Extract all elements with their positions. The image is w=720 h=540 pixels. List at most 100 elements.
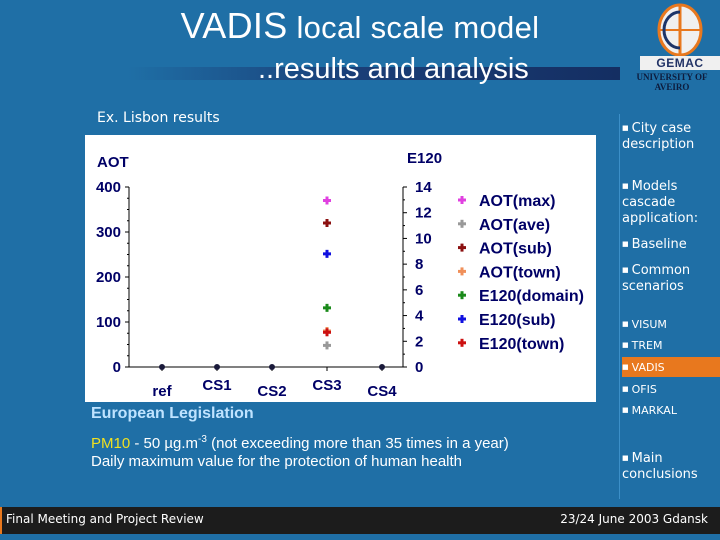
nav-item-ofis[interactable]: ■ OFIS xyxy=(622,382,720,397)
bullet-icon: ■ xyxy=(622,182,629,190)
legend-label-e120-town: E120(town) xyxy=(479,336,564,353)
right-tick-label: 14 xyxy=(415,179,432,196)
legend-item-e120-domain: E120(domain) xyxy=(458,288,584,305)
right-tick-label: 6 xyxy=(415,282,423,299)
legend-label-aot-max: AOT(max) xyxy=(479,193,555,210)
pm10-line2: Daily maximum value for the protection o… xyxy=(91,453,463,470)
nav-item-label: Baseline xyxy=(631,237,687,252)
x-tick-label-cs1: CS1 xyxy=(202,377,231,394)
bullet-icon: ■ xyxy=(622,341,629,349)
pm10-line: PM10 - 50 µg.m-3 (not exceeding more tha… xyxy=(91,435,611,453)
x-tick-label-cs4: CS4 xyxy=(367,383,397,400)
example-label: Ex. Lisbon results xyxy=(97,110,220,126)
logo-wordmark: GEMAC xyxy=(640,56,720,70)
point-aot-ave-cs3-v xyxy=(325,341,329,350)
nav-item-label: VISUM xyxy=(631,318,667,331)
right-tick-label: 2 xyxy=(415,333,423,350)
point-aot-max-cs3-v xyxy=(325,196,329,205)
legend-marker-v-aot-sub xyxy=(460,243,464,252)
left-tick-label: 300 xyxy=(96,224,121,241)
bullet-icon: ■ xyxy=(622,240,629,248)
legend-marker-v-aot-town xyxy=(460,267,464,276)
left-tick-label: 100 xyxy=(96,314,121,331)
legend-marker-v-aot-max xyxy=(460,196,464,204)
slide-title-lead: VADIS xyxy=(180,5,288,46)
footer-left-text: Final Meeting and Project Review xyxy=(6,512,204,526)
bullet-icon: ■ xyxy=(622,454,629,462)
legend-item-aot-town: AOT(town) xyxy=(458,264,561,281)
pm10-value: - 50 µg.m xyxy=(130,435,199,452)
legend-label-e120-sub: E120(sub) xyxy=(479,312,555,329)
right-tick-label: 8 xyxy=(415,256,423,273)
nav-item-label: OFIS xyxy=(631,383,657,396)
slide-title-rest: local scale model xyxy=(287,10,540,45)
slide-title: VADIS local scale model xyxy=(0,8,720,46)
legend-item-e120-town: E120(town) xyxy=(458,336,564,353)
left-tick-label: 200 xyxy=(96,269,121,286)
left-tick-label: 0 xyxy=(113,359,121,376)
gemac-logo-icon xyxy=(657,3,703,57)
baseline-point-cs1 xyxy=(214,364,220,370)
baseline-point-cs4 xyxy=(379,364,385,370)
point-aot-sub-cs3-v xyxy=(325,219,329,227)
bullet-icon: ■ xyxy=(622,124,629,132)
nav-item-markal[interactable]: ■ MARKAL xyxy=(622,403,720,418)
legend-label-aot-sub: AOT(sub) xyxy=(479,241,552,258)
legend-item-aot-ave: AOT(ave) xyxy=(458,217,550,234)
nav-item-label: City case description xyxy=(622,121,695,152)
logo-university: UNIVERSITY OF AVEIRO xyxy=(636,72,708,92)
pm10-description: PM10 - 50 µg.m-3 (not exceeding more tha… xyxy=(91,435,611,471)
baseline-point-cs2 xyxy=(269,364,275,370)
bullet-icon: ■ xyxy=(622,406,629,414)
legend-marker-v-e120-sub xyxy=(460,315,464,323)
nav-item-label: Models cascade application: xyxy=(622,179,699,226)
x-tick-label-ref: ref xyxy=(152,383,172,400)
slide-subtitle: ..results and analysis xyxy=(258,53,529,85)
legend-item-e120-sub: E120(sub) xyxy=(458,312,555,329)
chart-svg: AOT E120 0 100 200 300 400 0 2 4 6 8 10 12 14 ref CS1 CS2… xyxy=(96,150,584,400)
point-e120-sub-cs3 xyxy=(323,249,331,258)
legend-item-aot-sub: AOT(sub) xyxy=(458,241,552,258)
legend-label-aot-town: AOT(town) xyxy=(479,264,561,281)
point-e120-domain-cs3-v xyxy=(325,303,329,312)
nav-item-vadis[interactable]: ■ VADIS xyxy=(622,357,720,377)
nav-item-city-case[interactable]: ■ City case description xyxy=(622,120,720,153)
point-e120-domain-cs3 xyxy=(323,303,331,312)
point-aot-max-cs3 xyxy=(323,196,331,205)
point-aot-sub-cs3 xyxy=(323,219,331,227)
pm10-label: PM10 xyxy=(91,435,131,452)
footer-bar xyxy=(0,507,720,534)
nav-item-visum[interactable]: ■ VISUM xyxy=(622,317,720,332)
legend-marker-v-e120-domain xyxy=(460,291,464,300)
bullet-icon: ■ xyxy=(622,266,629,274)
point-aot-ave-cs3 xyxy=(323,341,331,350)
nav-item-common-scenarios[interactable]: ■ Common scenarios xyxy=(622,262,720,295)
baseline-point-ref xyxy=(159,364,165,370)
left-tick-label: 400 xyxy=(96,179,121,196)
legend-item-aot-max: AOT(max) xyxy=(458,193,555,210)
legend-marker-v-e120-town xyxy=(460,338,464,347)
nav-item-baseline[interactable]: ■ Baseline xyxy=(622,236,720,253)
gemac-logo: GEMAC UNIVERSITY OF AVEIRO xyxy=(637,2,720,92)
nav-item-main-conclusions[interactable]: ■ Main conclusions xyxy=(622,450,720,483)
point-e120-town-cs3-v xyxy=(325,328,329,337)
nav-item-label: MARKAL xyxy=(631,404,677,417)
bullet-icon: ■ xyxy=(622,363,629,371)
footer-right-text: 23/24 June 2003 Gdansk xyxy=(560,512,708,526)
point-e120-town-cs3 xyxy=(323,328,331,337)
bullet-icon: ■ xyxy=(622,320,629,328)
nav-item-label: TREM xyxy=(631,339,663,352)
x-tick-label-cs3: CS3 xyxy=(312,377,341,394)
nav-item-label: Common scenarios xyxy=(622,263,691,294)
nav-item-trem[interactable]: ■ TREM xyxy=(622,338,720,353)
right-tick-label: 4 xyxy=(415,308,424,325)
legislation-heading: European Legislation xyxy=(91,405,254,422)
right-tick-label: 10 xyxy=(415,230,432,247)
nav-item-label: VADIS xyxy=(631,361,665,374)
title-underline-bar xyxy=(128,67,620,80)
section-nav: ■ City case description ■ Models cascade a… xyxy=(619,114,720,499)
nav-item-models-cascade[interactable]: ■ Models cascade application: xyxy=(622,178,720,227)
bullet-icon: ■ xyxy=(622,385,629,393)
right-tick-label: 0 xyxy=(415,359,423,376)
results-chart: AOT E120 0 100 200 300 400 0 2 4 6 8 10 12 14 ref CS1 CS2… xyxy=(85,135,596,402)
